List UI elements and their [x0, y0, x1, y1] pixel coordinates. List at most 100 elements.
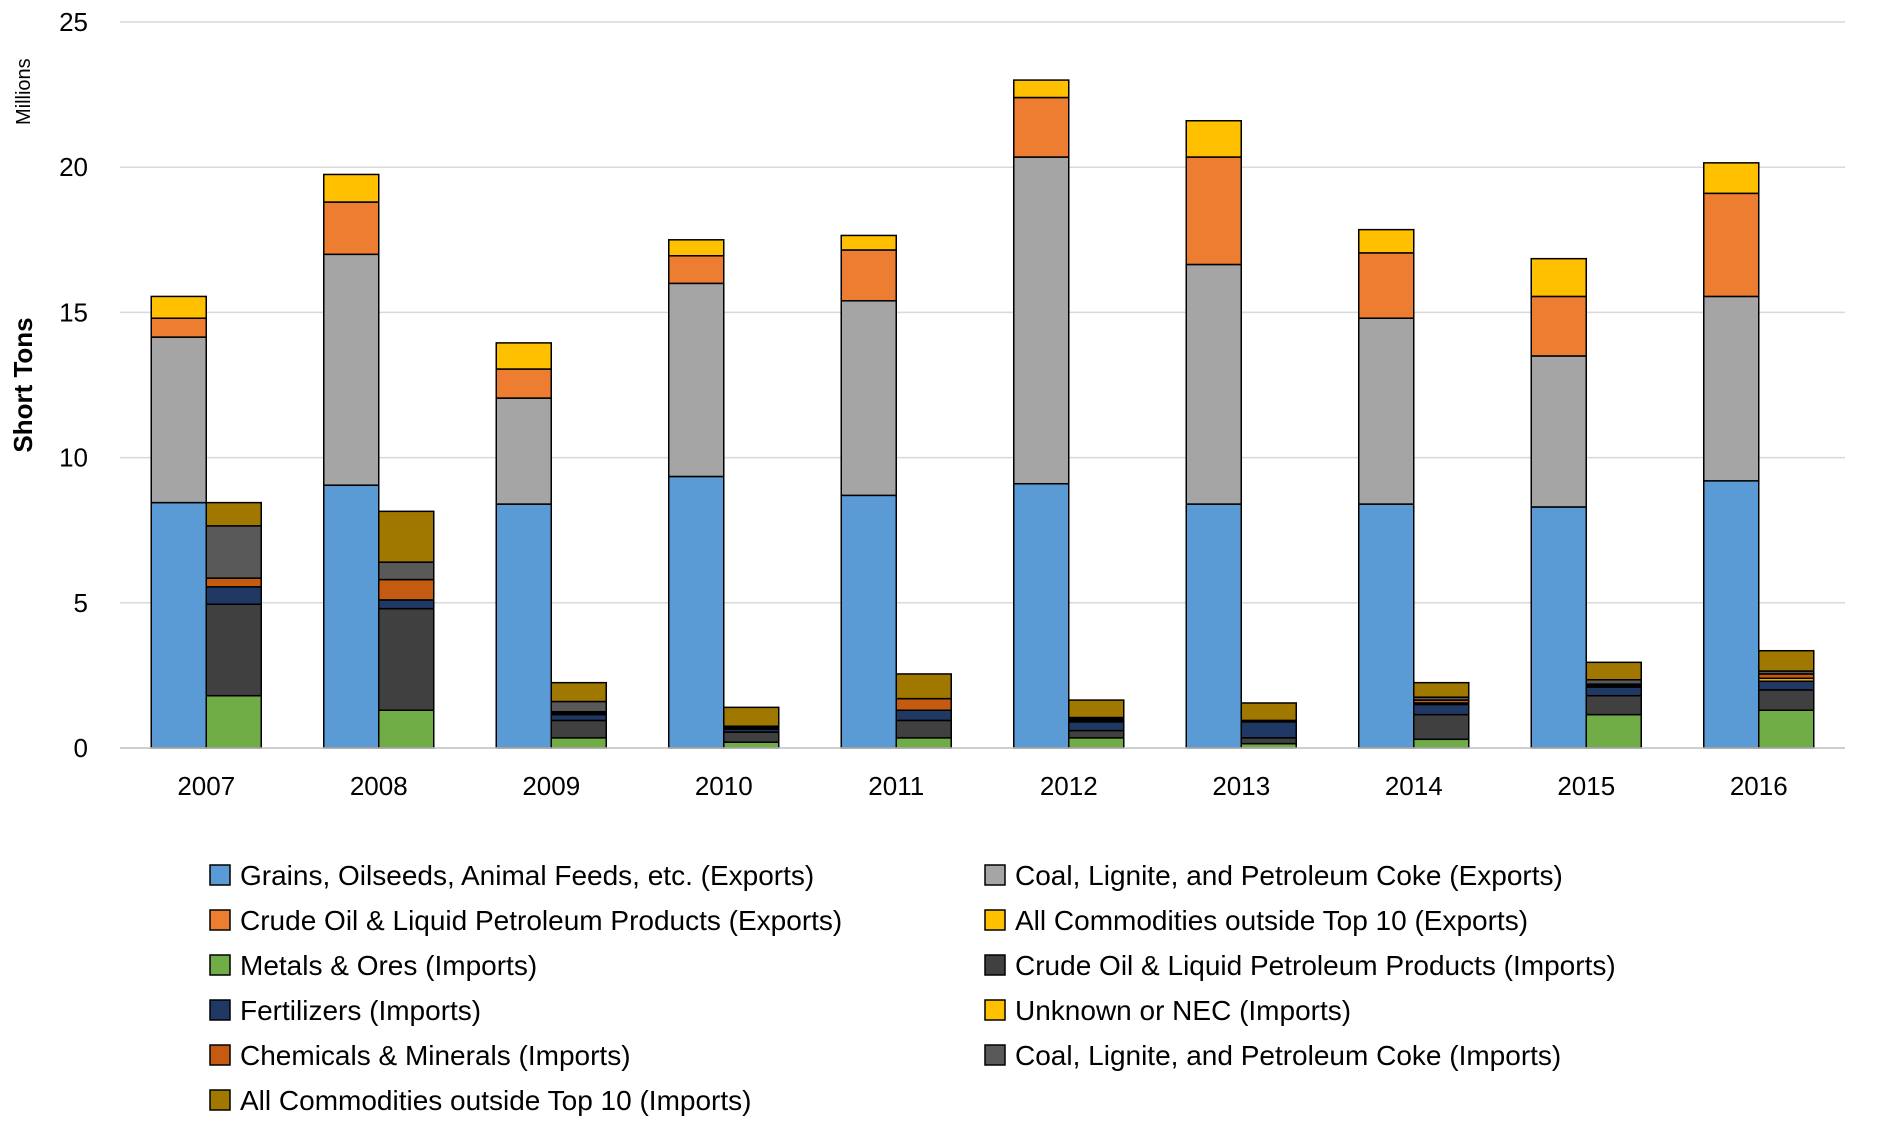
bar-segment [1413, 703, 1470, 716]
legend-swatch [209, 864, 231, 886]
y-axis-title: Short Tons [8, 317, 38, 452]
legend-label: Grains, Oilseeds, Animal Feeds, etc. (Ex… [240, 860, 814, 891]
bar-segment [1585, 694, 1642, 716]
legend-swatch [209, 954, 231, 976]
bar-segment [1703, 162, 1760, 195]
bar-segment [668, 255, 725, 285]
legend-item: Metals & Ores (Imports) [209, 950, 537, 981]
bar-segment [1013, 156, 1070, 485]
y-tick-label: 15 [59, 297, 88, 327]
legend-item: Crude Oil & Liquid Petroleum Products (I… [984, 950, 1616, 981]
legend-label: Fertilizers (Imports) [240, 995, 481, 1026]
y-tick-label: 5 [74, 588, 88, 618]
bar-segment [378, 578, 435, 601]
bar-segment [1530, 257, 1587, 298]
bar-segment [840, 234, 897, 251]
legend-label: Crude Oil & Liquid Petroleum Products (I… [1015, 950, 1616, 981]
legend-label: Coal, Lignite, and Petroleum Coke (Expor… [1015, 860, 1563, 891]
bar-segment [1068, 699, 1125, 719]
bar-segment [1530, 295, 1587, 357]
legend-label: All Commodities outside Top 10 (Exports) [1015, 905, 1528, 936]
bar-segment [205, 501, 262, 527]
bar-segment [895, 697, 952, 711]
bar-segment [1413, 738, 1470, 749]
bar-segment [378, 709, 435, 749]
bar-segment [495, 397, 552, 505]
legend-label: Unknown or NEC (Imports) [1015, 995, 1351, 1026]
bar-segment [378, 607, 435, 711]
bar-segment [668, 475, 725, 749]
bar-segment [840, 249, 897, 302]
bar-segment [895, 673, 952, 700]
bar-segment [495, 368, 552, 399]
legend-item: Coal, Lignite, and Petroleum Coke (Expor… [984, 860, 1563, 891]
legend-swatch [209, 1044, 231, 1066]
y-tick-label: 0 [74, 733, 88, 763]
legend-item: Unknown or NEC (Imports) [984, 995, 1351, 1026]
bar-segment [1068, 721, 1125, 732]
bar-segment [1530, 506, 1587, 749]
legend-label: Chemicals & Minerals (Imports) [240, 1040, 631, 1071]
x-tick-label: 2007 [177, 771, 235, 801]
bar-segment [1240, 737, 1297, 745]
bar-segment [1068, 729, 1125, 739]
bar-segment [150, 501, 207, 749]
x-tick-label: 2013 [1212, 771, 1270, 801]
bar-segment [1585, 686, 1642, 697]
bars [150, 79, 1815, 749]
bar-segment [378, 561, 435, 581]
bar-segment [840, 494, 897, 749]
bar-segment [550, 713, 607, 722]
bar-segment [723, 741, 780, 749]
bar-segment [1413, 681, 1470, 698]
legend-label: Crude Oil & Liquid Petroleum Products (E… [240, 905, 842, 936]
legend-item: All Commodities outside Top 10 (Imports) [209, 1085, 751, 1116]
bar-segment [840, 300, 897, 497]
legend-item: Fertilizers (Imports) [209, 995, 481, 1026]
bar-segment [150, 295, 207, 319]
bar-segment [1240, 702, 1297, 722]
x-tick-label: 2012 [1040, 771, 1098, 801]
bar-segment [1013, 79, 1070, 99]
bar-segment [723, 706, 780, 727]
legend-swatch [209, 999, 231, 1021]
bar-segment [1068, 737, 1125, 749]
axes: 0 5 10 15 20 25 2007 2008 2009 2010 2011 2012 2013 20… [59, 7, 1845, 801]
bar-segment [668, 239, 725, 257]
bar-segment [1240, 721, 1297, 739]
bar-segment [1358, 317, 1415, 505]
legend-swatch [209, 1089, 231, 1111]
bar-segment [1703, 480, 1760, 749]
x-tick-label: 2014 [1385, 771, 1443, 801]
bar-segment [1013, 96, 1070, 158]
bar-segment [323, 173, 380, 203]
bar-segment [1703, 192, 1760, 298]
bar-segment [1703, 295, 1760, 482]
bar-segment [323, 253, 380, 486]
bar-segment [1758, 689, 1815, 711]
bar-segment [1413, 713, 1470, 741]
bar-segment [150, 336, 207, 504]
legend-item: Crude Oil & Liquid Petroleum Products (E… [209, 905, 842, 936]
bar-segment [495, 342, 552, 370]
bar-segment [1530, 355, 1587, 508]
bar-segment [1585, 661, 1642, 681]
bar-segment [1185, 119, 1242, 158]
bar-segment [323, 201, 380, 256]
bar-segment [1185, 503, 1242, 749]
y-tick-label: 25 [59, 7, 88, 37]
x-tick-label: 2009 [522, 771, 580, 801]
bar-segment [1185, 156, 1242, 266]
legend: Grains, Oilseeds, Animal Feeds, etc. (Ex… [209, 860, 1616, 1116]
legend-label: All Commodities outside Top 10 (Imports) [240, 1085, 751, 1116]
bar-segment [895, 709, 952, 722]
bar-segment [1185, 263, 1242, 505]
legend-swatch [984, 1044, 1006, 1066]
bar-segment [495, 503, 552, 749]
bar-segment [550, 719, 607, 739]
bar-segment [1358, 228, 1415, 254]
bar-segment [205, 694, 262, 749]
bar-segment [205, 577, 262, 588]
